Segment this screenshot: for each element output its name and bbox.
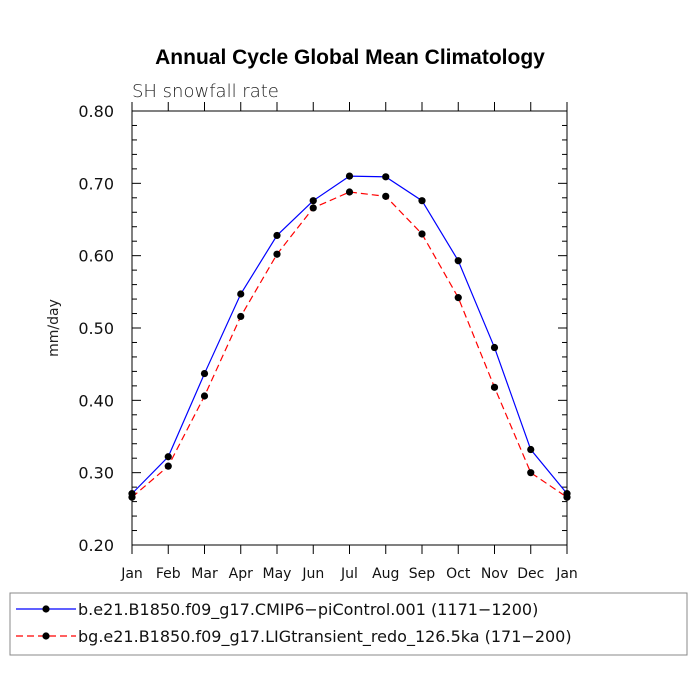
y-tick-label: 0.40 (78, 391, 114, 410)
x-tick-label: Sep (409, 566, 436, 582)
series-0-marker (200, 369, 209, 378)
series-1-marker (200, 392, 209, 400)
x-tick-label: Oct (446, 566, 471, 582)
legend-marker-1 (42, 632, 50, 640)
legend-box (9, 592, 688, 656)
series-line-1 (131, 191, 568, 498)
series-1-marker (237, 312, 245, 321)
x-tick-label: Feb (156, 566, 181, 582)
series-line-0 (131, 175, 568, 495)
y-tick-label: 0.30 (78, 464, 114, 483)
y-tick-label: 0.70 (78, 174, 114, 193)
series-1-marker (490, 383, 499, 391)
legend-marker-0 (42, 605, 50, 613)
series-0-marker (563, 490, 571, 498)
x-tick-label: Nov (481, 566, 508, 582)
series-0-marker (273, 231, 281, 240)
x-tick-label: Jun (301, 566, 324, 582)
series-1-marker (454, 294, 462, 302)
series-0-marker (418, 197, 426, 205)
y-tick-label: 0.60 (78, 247, 114, 266)
x-tick-label: Jul (340, 566, 358, 582)
series-layer (128, 172, 571, 501)
series-0-marker (454, 257, 462, 265)
series-0-marker (527, 445, 535, 454)
series-0-marker (345, 172, 354, 180)
series-1-marker (418, 230, 426, 238)
legend: b.e21.B1850.f09_g17.CMIP6−piControl.001 … (16, 600, 572, 647)
series-0-marker (309, 197, 317, 205)
x-tick-label: May (263, 566, 292, 582)
x-tick-label: Dec (517, 566, 544, 582)
legend-label-0: b.e21.B1850.f09_g17.CMIP6−piControl.001 … (78, 600, 538, 620)
x-axis: Jan Feb Mar Apr May Jun Jul Aug Sep Oct Nov Dec Jan (120, 102, 578, 582)
y-tick-label: 0.20 (78, 536, 114, 555)
y-axis: 0.20 0.30 0.40 0.50 0.60 0.70 0.80 (78, 102, 567, 555)
chart-subtitle: SH snowfall rate (132, 81, 279, 102)
series-0-marker (382, 173, 390, 181)
x-tick-label: Aug (372, 566, 399, 582)
series-1-marker (527, 469, 535, 477)
chart-title: Annual Cycle Global Mean Climatology (155, 46, 545, 69)
x-tick-label: Jan (555, 566, 578, 582)
y-tick-label: 0.80 (78, 102, 114, 121)
y-axis-label: mm/day (46, 299, 62, 357)
series-1-marker (164, 462, 172, 470)
y-tick-label: 0.50 (78, 319, 114, 338)
series-0-marker (128, 490, 136, 498)
series-0-marker (164, 453, 172, 461)
series-1-marker (309, 204, 317, 212)
series-1-marker (273, 250, 281, 258)
legend-label-1: bg.e21.B1850.f09_g17.LIGtransient_redo_1… (78, 627, 572, 647)
series-0-marker (490, 343, 499, 352)
x-tick-label: Jan (120, 566, 143, 582)
series-1-marker (345, 188, 354, 196)
series-0-marker (237, 290, 245, 298)
x-tick-label: Apr (229, 566, 253, 582)
x-tick-label: Mar (191, 566, 218, 582)
series-1-marker (382, 192, 390, 200)
